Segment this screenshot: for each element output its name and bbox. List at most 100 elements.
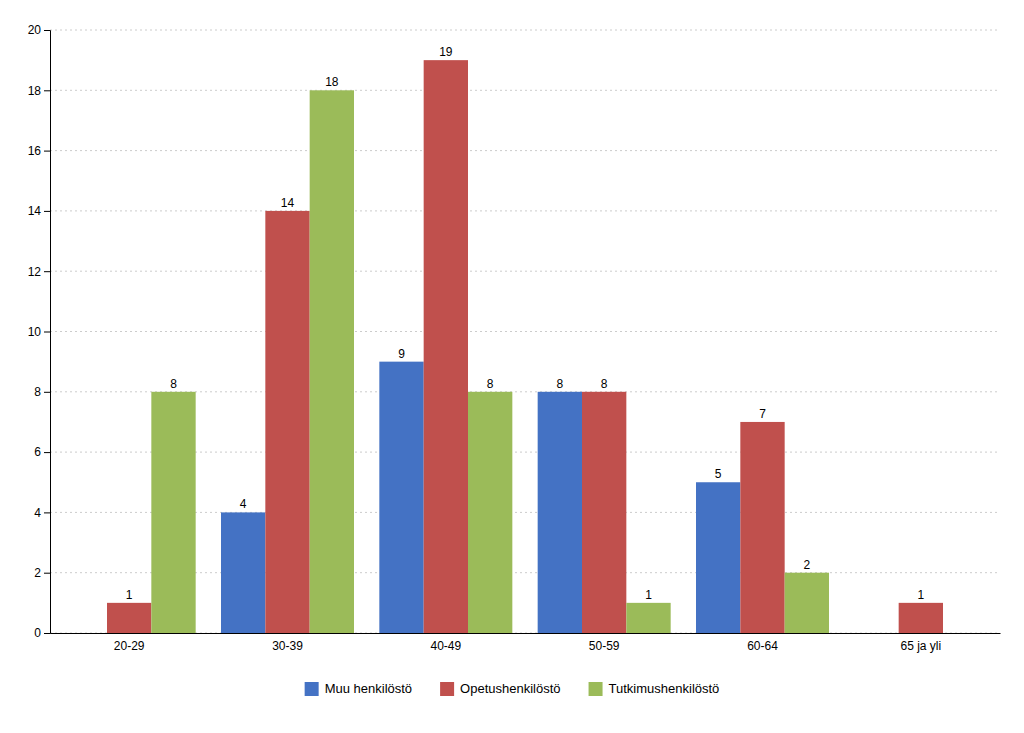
y-tick: 2	[34, 566, 50, 580]
data-label: 9	[398, 347, 405, 361]
grid-line	[50, 271, 1000, 272]
data-label: 19	[439, 45, 453, 59]
data-label: 1	[645, 588, 652, 602]
x-tick-label: 40-49	[430, 639, 461, 653]
y-tick-label: 18	[28, 84, 42, 98]
data-label: 14	[281, 196, 295, 210]
bar	[379, 362, 423, 633]
y-tick-line	[44, 30, 50, 31]
x-tick: 30-39	[272, 633, 303, 653]
bar	[107, 603, 151, 633]
bars	[107, 60, 943, 633]
bar	[740, 422, 784, 633]
data-labels: 498511419871818812	[126, 45, 925, 602]
legend-swatch	[305, 682, 319, 696]
legend-label: Tutkimushenkilöstö	[609, 681, 720, 696]
bar	[899, 603, 943, 633]
plot: 49851141987181881220-2930-3940-4950-5960…	[28, 23, 1001, 652]
y-tick: 14	[28, 204, 50, 218]
bar	[310, 90, 354, 633]
y-tick: 4	[34, 506, 50, 520]
data-label: 8	[556, 377, 563, 391]
y-tick: 20	[28, 23, 50, 37]
bar	[854, 633, 898, 634]
data-label: 8	[601, 377, 608, 391]
legend-swatch	[589, 682, 603, 696]
y-tick-line	[44, 573, 50, 574]
x-tick: 60-64	[747, 633, 778, 653]
data-label: 5	[715, 467, 722, 481]
y-tick-label: 4	[34, 506, 41, 520]
bar	[696, 482, 740, 633]
x-tick: 50-59	[589, 633, 620, 653]
legend-item: Opetushenkilöstö	[440, 681, 560, 696]
data-label: 1	[126, 588, 133, 602]
x-tick-label: 30-39	[272, 639, 303, 653]
legend-swatch	[440, 682, 454, 696]
data-label: 4	[240, 497, 247, 511]
y-tick: 0	[34, 626, 50, 640]
y-tick: 6	[34, 445, 50, 459]
chart: 49851141987181881220-2930-3940-4950-5960…	[0, 0, 1024, 733]
y-tick-line	[44, 151, 50, 152]
y-tick: 18	[28, 84, 50, 98]
grid-line	[50, 30, 1000, 31]
grid-line	[50, 331, 1000, 332]
y-tick-line	[44, 512, 50, 513]
bar	[221, 512, 265, 633]
bar	[424, 60, 468, 633]
y-tick-line	[44, 211, 50, 212]
bar	[265, 211, 309, 633]
data-label: 1	[917, 588, 924, 602]
x-tick-label: 60-64	[747, 639, 778, 653]
grid-line	[50, 210, 1000, 211]
y-tick-label: 0	[34, 626, 41, 640]
data-label: 7	[759, 407, 766, 421]
y-tick-line	[44, 633, 50, 634]
legend-label: Opetushenkilöstö	[460, 681, 560, 696]
y-tick: 8	[34, 385, 50, 399]
x-tick-label: 50-59	[589, 639, 620, 653]
y-tick-label: 6	[34, 445, 41, 459]
data-label: 18	[325, 75, 339, 89]
y-tick-line	[44, 90, 50, 91]
x-tick-label: 20-29	[114, 639, 145, 653]
x-axis: 20-29 30-39 40-49 50-59 60-64 65 ja yli	[51, 633, 1001, 653]
y-tick-label: 12	[28, 265, 42, 279]
bar	[63, 633, 107, 634]
bar-series	[107, 60, 943, 633]
y-tick: 12	[28, 265, 50, 279]
x-tick-label: 65 ja yli	[900, 639, 941, 653]
data-label: 8	[487, 377, 494, 391]
y-tick-label: 16	[28, 144, 42, 158]
y-tick-label: 20	[28, 23, 42, 37]
y-tick-line	[44, 452, 50, 453]
bar	[785, 573, 829, 633]
x-tick: 20-29	[114, 633, 145, 653]
y-tick-label: 14	[28, 204, 42, 218]
y-tick: 16	[28, 144, 50, 158]
y-tick-label: 10	[28, 325, 42, 339]
y-tick-label: 2	[34, 566, 41, 580]
grid	[50, 30, 1000, 633]
y-tick: 10	[28, 325, 50, 339]
y-tick-label: 8	[34, 385, 41, 399]
grid-line	[50, 150, 1000, 151]
y-tick-line	[44, 332, 50, 333]
data-label: 8	[170, 377, 177, 391]
data-label: 2	[803, 558, 810, 572]
x-tick: 65 ja yli	[900, 633, 941, 653]
x-tick: 40-49	[430, 633, 461, 653]
bar	[538, 392, 582, 633]
grid-line	[50, 90, 1000, 91]
y-tick-line	[44, 271, 50, 272]
bar	[582, 392, 626, 633]
legend: Muu henkilöstö Opetushenkilöstö Tutkimushe…	[305, 681, 720, 696]
y-axis-line	[44, 31, 51, 634]
legend-item: Tutkimushenkilöstö	[589, 681, 720, 696]
bar	[151, 392, 195, 633]
legend-label: Muu henkilöstö	[325, 681, 412, 696]
bar	[468, 392, 512, 633]
bar-series	[151, 90, 829, 633]
bar	[626, 603, 670, 633]
